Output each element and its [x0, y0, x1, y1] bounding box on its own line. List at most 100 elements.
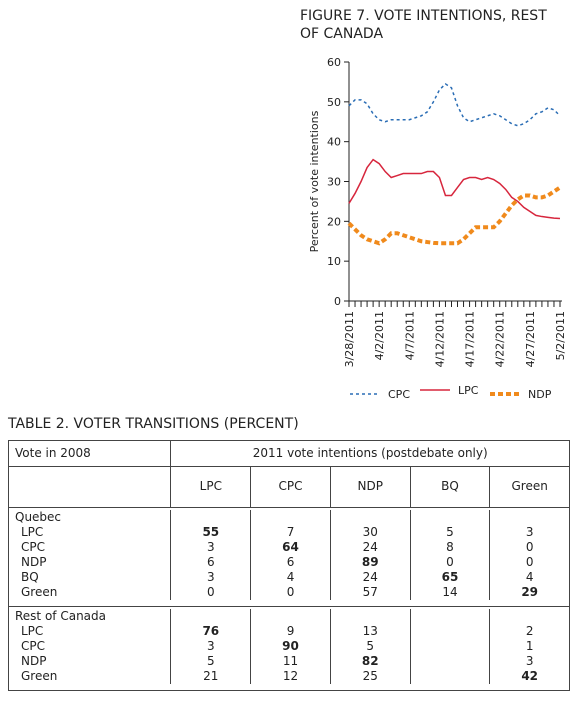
group-name: Rest of Canada	[15, 609, 106, 623]
x-tick-label: 4/17/2011	[464, 311, 477, 367]
value: 89	[361, 555, 379, 569]
figure-title: FIGURE 7. VOTE INTENTIONS, REST OF CANAD…	[300, 8, 547, 42]
series-line	[347, 185, 562, 246]
value: 2	[525, 624, 534, 638]
legend-label: LPC	[458, 384, 479, 397]
row-header: Vote in 2008	[15, 446, 91, 460]
column-header: BQ	[409, 467, 490, 507]
table-title: TABLE 2. VOTER TRANSITIONS (PERCENT)	[8, 416, 299, 432]
value: 76	[202, 624, 220, 638]
value: 5	[366, 639, 375, 653]
value: 82	[361, 654, 379, 668]
value: 11	[282, 654, 299, 668]
value: 42	[521, 669, 539, 683]
group-name: Quebec	[15, 510, 62, 524]
group: Quebec LPC CPC NDP BQ Green 55 3 6 3 0 7 64 6 4 0 30 24 89…	[9, 507, 569, 606]
value: 65	[441, 570, 459, 584]
figure: 0 10 20 30 40 50 60 3/28/2011 4/2/2011 4/7/2011 4/…	[308, 56, 567, 401]
value: 7	[286, 525, 295, 539]
value: 5	[446, 525, 454, 539]
group: Rest of Canada LPC CPC NDP Green 76 3 5 21 9 90 11 1…	[9, 606, 569, 690]
value: 14	[442, 585, 458, 599]
value: 0	[446, 555, 454, 569]
value: 8	[446, 540, 454, 554]
spacer	[251, 609, 330, 624]
spacer	[331, 609, 410, 624]
column-header: Green	[489, 467, 569, 507]
row-label: NDP	[21, 555, 47, 569]
spacer	[490, 510, 569, 525]
column-header: CPC	[250, 467, 330, 507]
y-tick-label: 60	[327, 56, 341, 69]
value	[411, 639, 490, 654]
x-tick-label: 5/2/2011	[554, 311, 567, 360]
value: 5	[206, 654, 215, 668]
value: 3	[206, 570, 215, 584]
value: 30	[362, 525, 378, 539]
x-tick-label: 4/12/2011	[433, 311, 446, 367]
value: 0	[525, 540, 534, 554]
row-label: BQ	[21, 570, 39, 584]
column: 9 90 11 12	[250, 609, 330, 684]
group-labels: Rest of Canada LPC CPC NDP Green	[9, 609, 170, 684]
value: 55	[202, 525, 220, 539]
row-label: CPC	[21, 639, 45, 653]
value: 24	[362, 570, 378, 584]
value: 3	[206, 639, 215, 653]
row-label: LPC	[21, 525, 44, 539]
value	[411, 624, 490, 639]
value: 25	[362, 669, 378, 683]
x-tick-label: 4/7/2011	[403, 311, 416, 360]
value: 9	[286, 624, 295, 638]
y-tick-label: 20	[327, 215, 341, 228]
value: 3	[206, 540, 215, 554]
x-tick-label: 4/22/2011	[494, 311, 507, 367]
column: 5 8 0 65 14	[409, 510, 490, 600]
column-header: LPC	[170, 467, 250, 507]
series-line	[348, 158, 561, 220]
value: 4	[286, 570, 295, 584]
blank	[9, 467, 170, 507]
value: 12	[282, 669, 299, 683]
value: 13	[362, 624, 378, 638]
spacer	[411, 510, 490, 525]
value: 24	[362, 540, 378, 554]
value: 3	[525, 525, 534, 539]
value	[411, 654, 490, 669]
value: 6	[286, 555, 295, 569]
legend-label: NDP	[528, 388, 552, 401]
value: 57	[362, 585, 378, 599]
series-line	[348, 82, 561, 127]
column-group: 2011 vote intentions (postdebate only)	[170, 441, 569, 466]
value: 0	[525, 555, 534, 569]
row-label: Green	[21, 585, 58, 599]
row-label: Green	[21, 669, 58, 683]
y-tick-label: 50	[327, 96, 341, 109]
column	[409, 609, 490, 684]
spacer	[251, 510, 330, 525]
legend-label: CPC	[388, 388, 410, 401]
spacer	[331, 510, 410, 525]
table: Vote in 2008 2011 vote intentions (postde…	[8, 440, 570, 691]
column: 76 3 5 21	[170, 609, 250, 684]
column: 30 24 89 24 57	[329, 510, 410, 600]
y-tick-label: 10	[327, 255, 341, 268]
column-row: LPC CPC NDP BQ Green	[9, 466, 569, 507]
value: 3	[525, 654, 534, 668]
value: 0	[206, 585, 215, 599]
value: 4	[525, 570, 534, 584]
value: 90	[282, 639, 299, 653]
value: 29	[521, 585, 539, 599]
x-tick-label: 3/28/2011	[343, 311, 356, 367]
column: 3 0 0 4 29	[489, 510, 569, 600]
x-tick-label: 4/27/2011	[524, 311, 537, 367]
value: 6	[206, 555, 215, 569]
spacer	[171, 609, 250, 624]
y-tick-label: 40	[327, 136, 341, 149]
column: 55 3 6 3 0	[170, 510, 250, 600]
group-labels: Quebec LPC CPC NDP BQ Green	[9, 510, 170, 600]
x-tick-label: 4/2/2011	[373, 311, 386, 360]
spacer	[411, 609, 490, 624]
spacer	[490, 609, 569, 624]
